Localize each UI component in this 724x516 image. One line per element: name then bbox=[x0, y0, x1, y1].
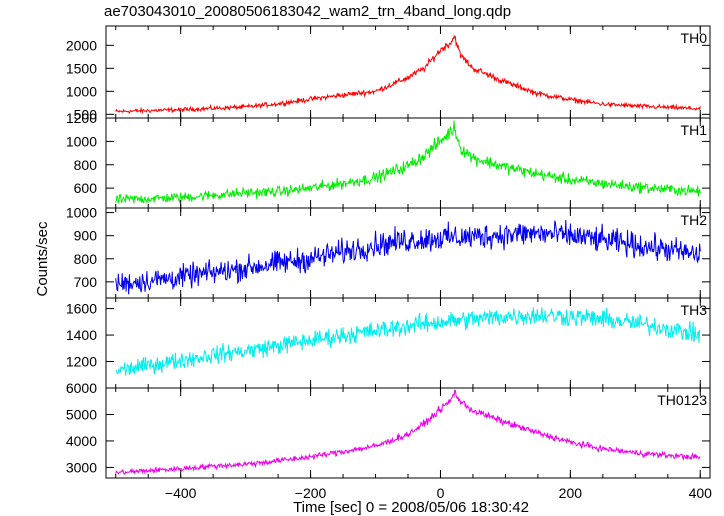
series-line-th0123 bbox=[115, 389, 701, 475]
series-line-th1 bbox=[115, 120, 701, 205]
panel-th0123: TH0123 3000 4000 5000 6000 bbox=[66, 380, 711, 479]
x-tick-label: 400 bbox=[689, 485, 713, 501]
y-tick-label: 5000 bbox=[66, 406, 97, 422]
panel-th1: TH1 600 800 1000 1200 bbox=[66, 110, 711, 209]
y-tick-label: 900 bbox=[74, 228, 98, 244]
series-line-th2 bbox=[115, 219, 701, 295]
panel-label: TH0123 bbox=[657, 392, 707, 408]
panel-frame bbox=[105, 387, 711, 479]
y-tick-label: 1000 bbox=[66, 205, 97, 221]
y-tick-label: 600 bbox=[74, 180, 98, 196]
panel-th3: TH3 1200 1400 1600 bbox=[66, 297, 711, 389]
x-tick-labels: −400 −200 0 200 400 bbox=[165, 485, 712, 501]
x-tick-label: 200 bbox=[559, 485, 583, 501]
y-tick-label: 700 bbox=[74, 274, 98, 290]
panel-frame bbox=[105, 207, 711, 299]
panel-th0: TH0 500 1000 1500 2000 bbox=[66, 25, 711, 122]
series-line-th0 bbox=[115, 34, 701, 115]
panel-label: TH1 bbox=[681, 122, 708, 138]
y-tick-label: 1200 bbox=[66, 354, 97, 370]
x-axis-label: Time [sec] 0 = 2008/05/06 18:30:42 bbox=[293, 499, 529, 516]
y-tick-label: 1000 bbox=[66, 133, 97, 149]
panel-th2: TH2 700 800 900 1000 bbox=[66, 205, 711, 299]
y-axis-label: Counts/sec bbox=[34, 221, 51, 297]
y-tick-label: 1500 bbox=[66, 60, 97, 76]
y-tick-label: 4000 bbox=[66, 433, 97, 449]
y-tick-label: 2000 bbox=[66, 37, 97, 53]
chart-title: ae703043010_20080506183042_wam2_trn_4ban… bbox=[104, 3, 511, 20]
y-tick-label: 1400 bbox=[66, 327, 97, 343]
y-tick-label: 1200 bbox=[66, 110, 97, 126]
y-tick-label: 6000 bbox=[66, 380, 97, 396]
panel-frame bbox=[105, 297, 711, 389]
y-tick-label: 500 bbox=[74, 106, 98, 122]
panels-group: TH0 500 1000 1500 2000 TH1 600 800 1000 1200 TH2 70… bbox=[66, 25, 711, 479]
y-tick-label: 800 bbox=[74, 157, 98, 173]
y-tick-label: 1600 bbox=[66, 301, 97, 317]
x-tick-label: −400 bbox=[165, 485, 197, 501]
x-tick-label: −200 bbox=[295, 485, 327, 501]
panel-label: TH2 bbox=[681, 212, 708, 228]
x-tick-label: 0 bbox=[437, 485, 445, 501]
y-tick-label: 1000 bbox=[66, 83, 97, 99]
panel-label: TH0 bbox=[681, 30, 708, 46]
y-tick-label: 3000 bbox=[66, 459, 97, 475]
y-tick-label: 800 bbox=[74, 251, 98, 267]
panel-label: TH3 bbox=[681, 302, 708, 318]
series-line-th3 bbox=[115, 307, 701, 376]
